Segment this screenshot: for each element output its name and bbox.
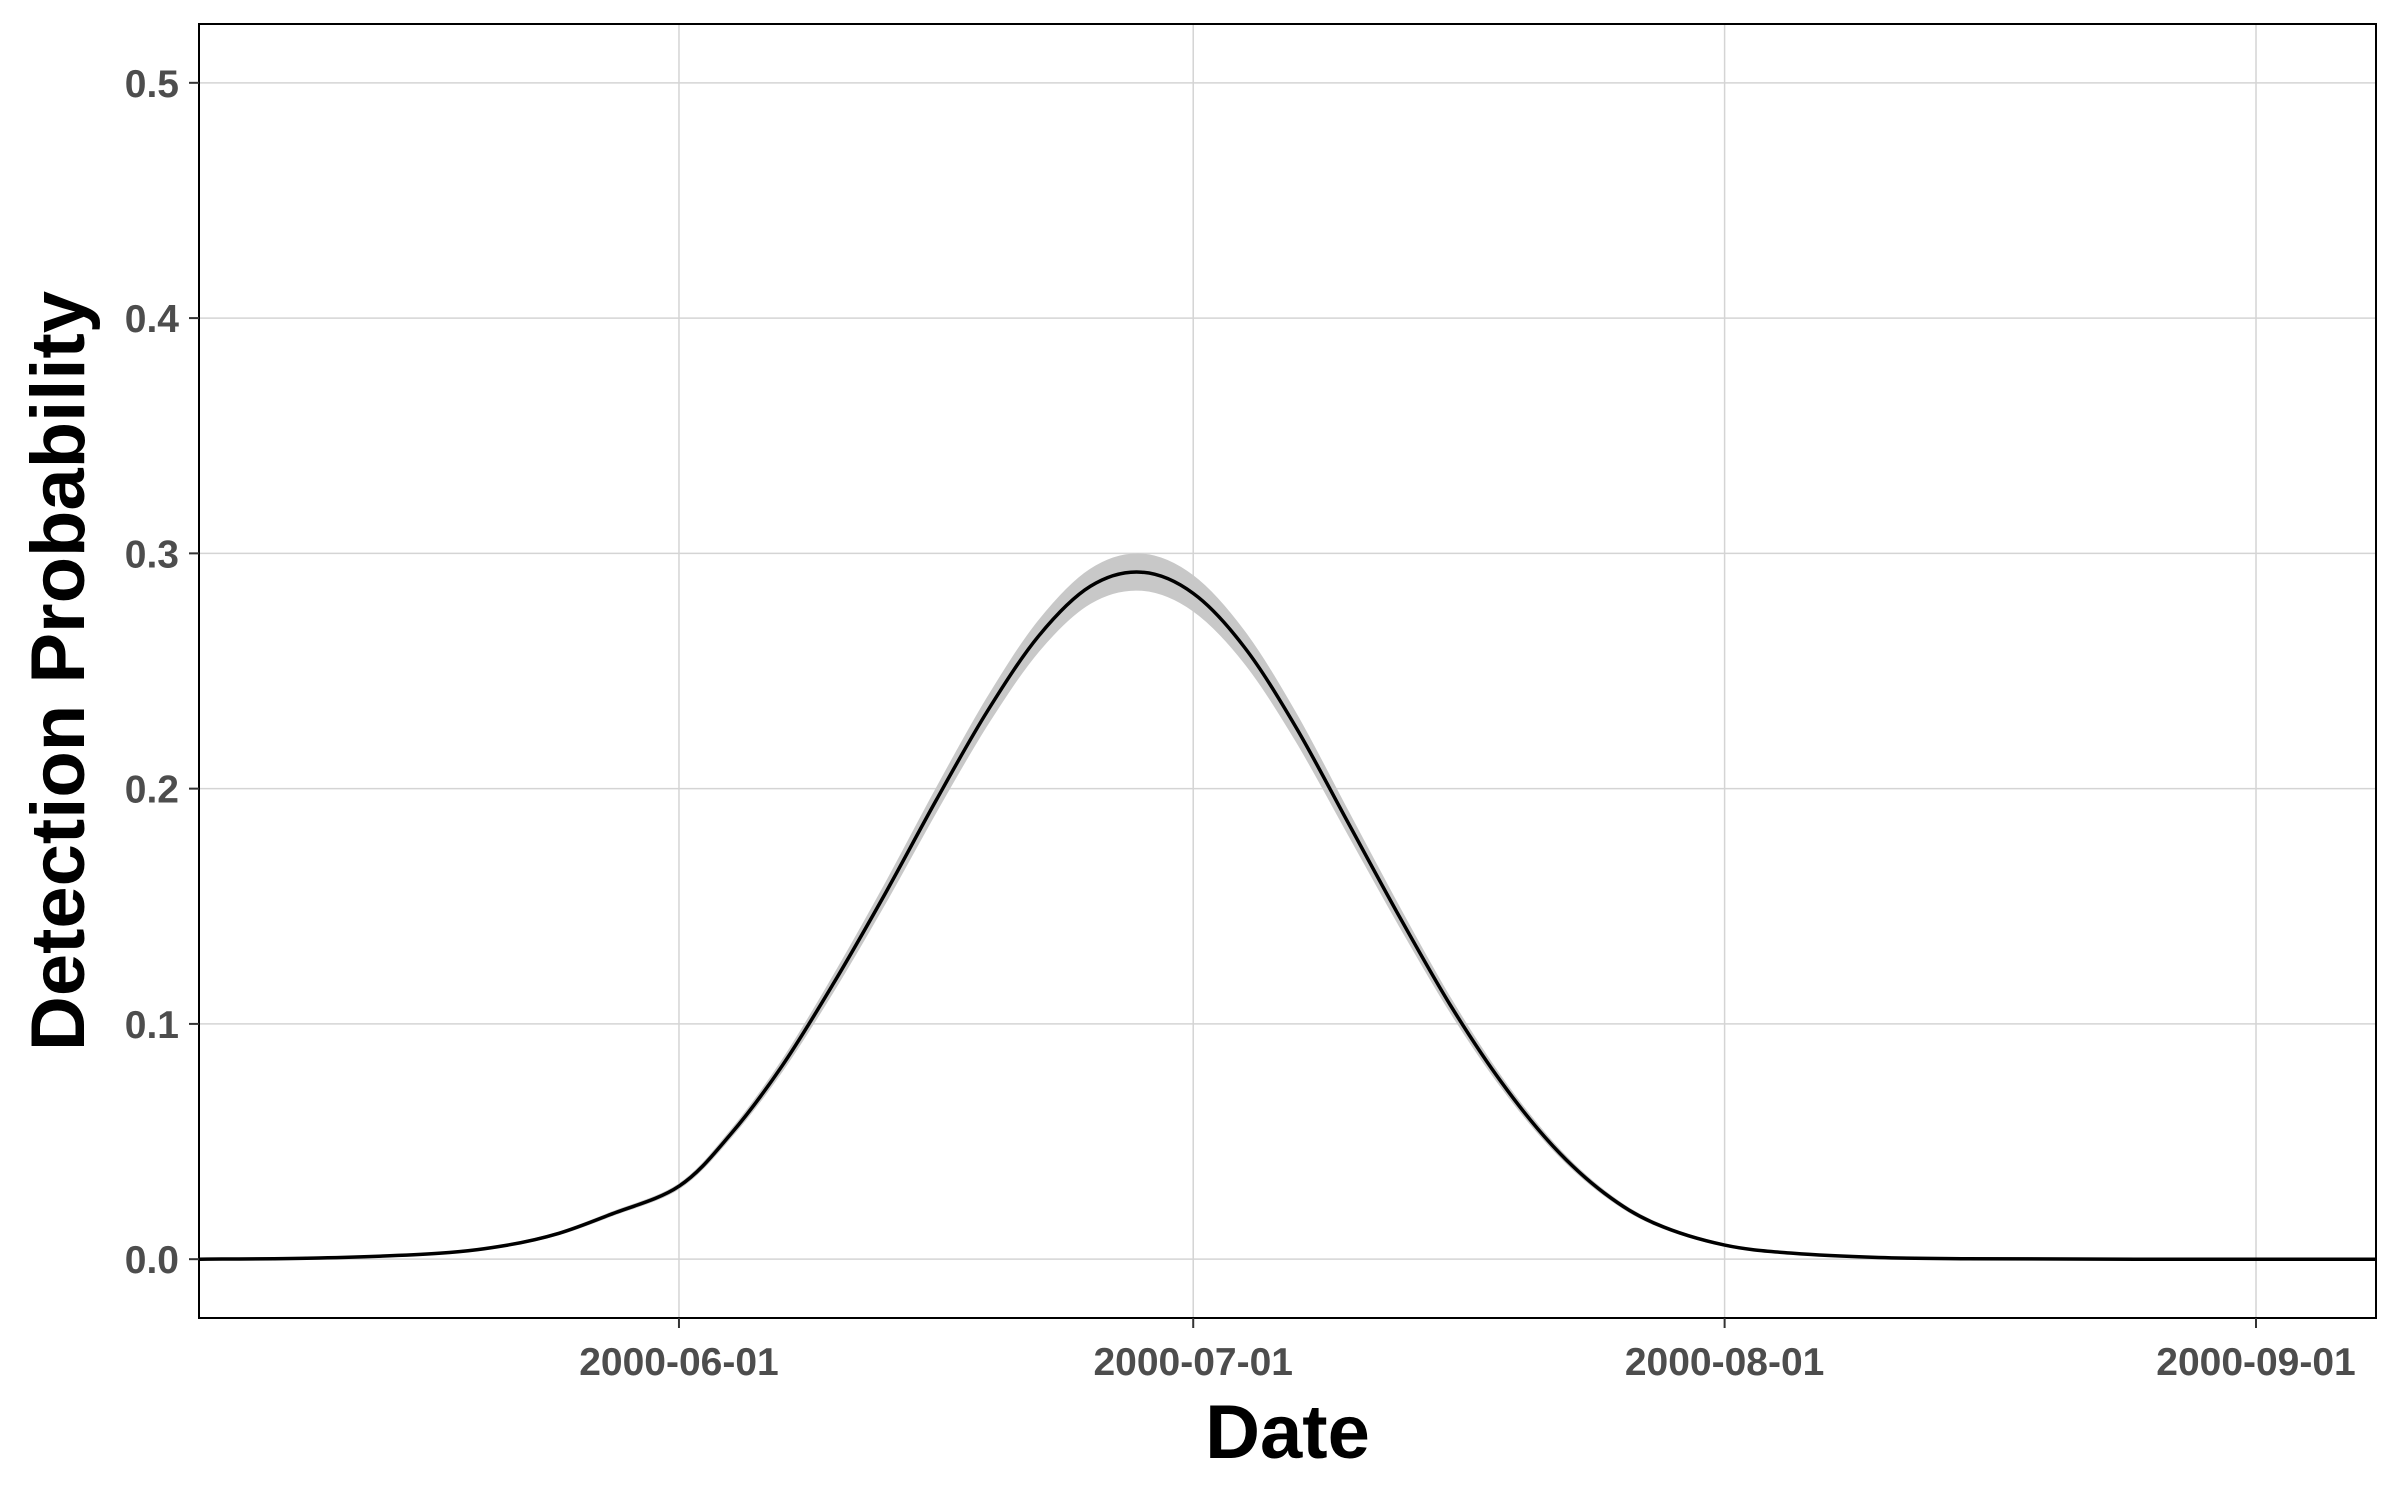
y-tick-label: 0.0 (125, 1239, 179, 1282)
series-line-layer (198, 570, 2377, 1261)
grid-lines (199, 24, 2376, 1318)
x-tick-label: 2000-09-01 (2156, 1341, 2356, 1384)
y-tick-label: 0.1 (125, 1004, 179, 1047)
confidence-ribbon-layer (198, 553, 2377, 1261)
y-tick-label: 0.4 (125, 298, 180, 341)
x-tick-label: 2000-08-01 (1625, 1341, 1825, 1384)
y-tick-label: 0.5 (125, 63, 179, 106)
y-tick-label: 0.3 (125, 533, 179, 576)
plot-frame (198, 23, 2377, 1319)
detection-probability-line (198, 570, 2377, 1261)
x-axis-title: Date (1205, 1390, 1370, 1475)
confidence-ribbon (198, 553, 2377, 1261)
x-tick-label: 2000-07-01 (1093, 1341, 1293, 1384)
x-tick-label: 2000-06-01 (579, 1341, 779, 1384)
y-axis-title: Detection Probability (16, 291, 101, 1051)
y-tick-label: 0.2 (125, 769, 179, 812)
axis-ticks: 0.0 0.1 0.2 0.3 0.4 0.5 2000-06-01 2000-07-01 20… (125, 63, 2356, 1384)
